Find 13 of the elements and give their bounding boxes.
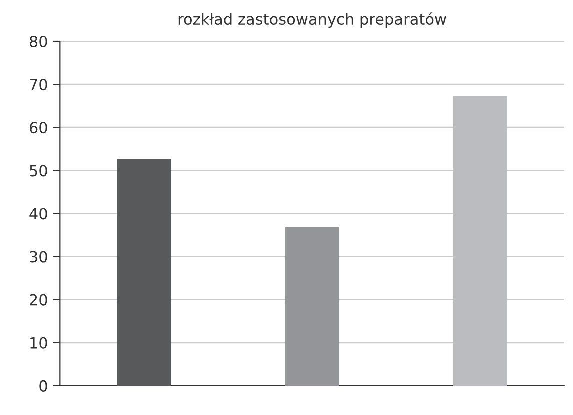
y-tick-label: 40 — [30, 208, 48, 220]
y-tick-label: 80 — [30, 36, 48, 48]
y-tick-label: 0 — [40, 380, 48, 392]
chart-title: rozkład zastosowanych preparatów — [178, 12, 446, 28]
bar — [285, 228, 340, 386]
bar — [117, 159, 172, 386]
y-tick-label: 10 — [30, 337, 48, 349]
y-tick-label: 50 — [30, 165, 48, 177]
y-tick-label: 70 — [30, 79, 48, 91]
y-tick-label: 20 — [30, 294, 48, 306]
bar — [453, 96, 508, 386]
y-tick-label: 30 — [30, 251, 48, 263]
y-tick-label: 60 — [30, 122, 48, 134]
